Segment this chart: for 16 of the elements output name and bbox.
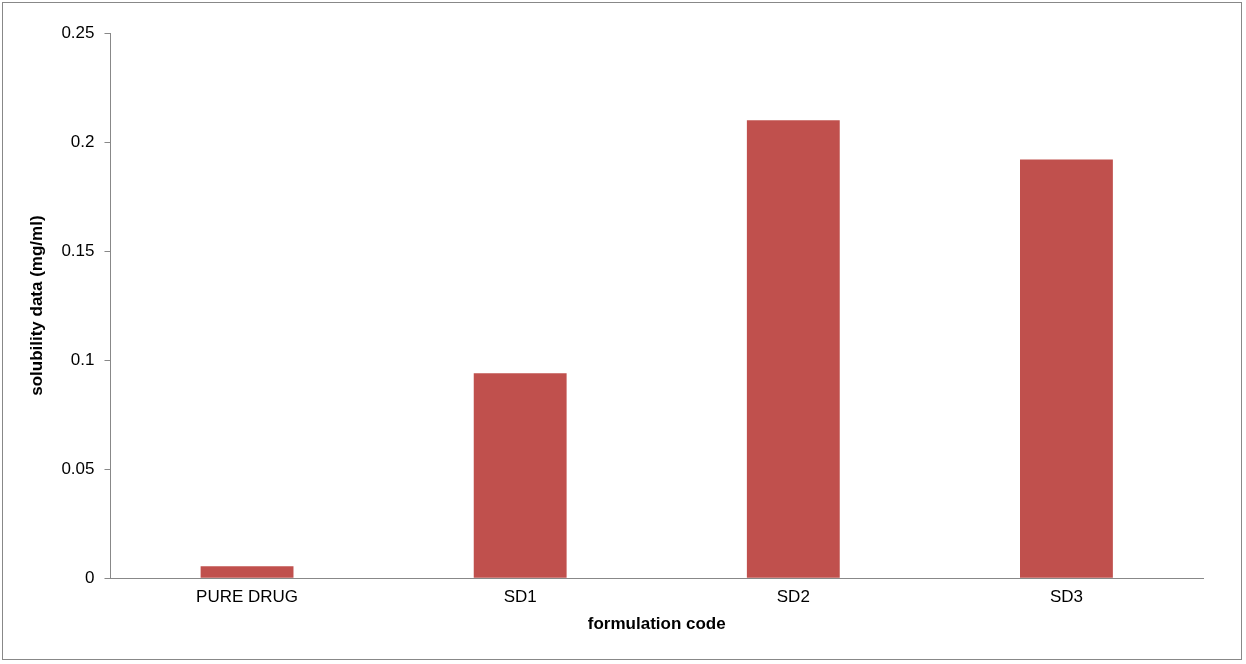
bar: [473, 373, 567, 578]
bar: [200, 566, 294, 578]
x-axis-title: formulation code: [587, 614, 726, 634]
y-axis-title: solubility data (mg/ml): [26, 215, 46, 396]
x-tick-label: PURE DRUG: [196, 587, 299, 607]
bar: [1020, 159, 1113, 578]
y-tick-label: 0.05: [61, 458, 95, 478]
bar: [746, 120, 840, 578]
y-tick-label: 0.25: [61, 22, 95, 42]
y-tick-label: 0.15: [61, 240, 95, 260]
x-tick-label: SD1: [503, 587, 537, 607]
y-tick-label: 0.1: [70, 349, 95, 369]
x-tick-label: SD3: [1049, 587, 1083, 607]
y-tick-label: 0.2: [70, 131, 95, 151]
x-tick-label: SD2: [776, 587, 810, 607]
y-tick-label: 0: [85, 567, 95, 587]
